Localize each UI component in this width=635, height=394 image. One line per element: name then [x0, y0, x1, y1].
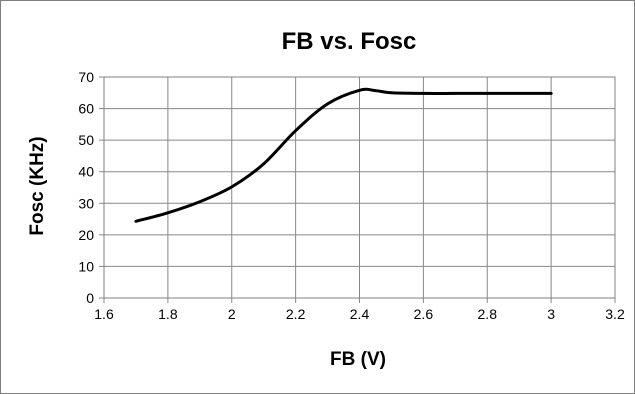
x-tick-label: 2.6 — [414, 306, 434, 322]
chart-title: FB vs. Fosc — [282, 28, 417, 55]
y-tick-label: 70 — [78, 69, 94, 85]
x-tick-label: 2.2 — [286, 306, 306, 322]
y-tick-label: 60 — [78, 101, 94, 117]
y-tick-label: 50 — [78, 132, 94, 148]
x-tick-label: 2.4 — [350, 306, 370, 322]
x-tick-labels: 1.6 1.8 2 2.2 2.4 2.6 2.8 3 3.2 — [94, 306, 625, 322]
x-axis-title: FB (V) — [330, 349, 386, 370]
y-tick-label: 10 — [78, 258, 94, 274]
series-line — [134, 87, 553, 223]
series-group — [134, 87, 553, 223]
y-tick-label: 0 — [86, 290, 94, 306]
x-tick-label: 3.2 — [605, 306, 625, 322]
y-tick-labels: 0 10 20 30 40 50 60 70 — [78, 69, 94, 306]
plot-area-border — [103, 76, 616, 299]
x-tick-label: 1.8 — [158, 306, 178, 322]
grid-lines — [99, 76, 616, 303]
x-tick-label: 3 — [547, 306, 555, 322]
y-tick-label: 30 — [78, 195, 94, 211]
x-tick-label: 1.6 — [94, 306, 114, 322]
y-axis-title: Fosc (KHz) — [27, 136, 48, 235]
y-tick-label: 40 — [78, 164, 94, 180]
x-tick-label: 2 — [228, 306, 236, 322]
y-tick-label: 20 — [78, 227, 94, 243]
x-tick-label: 2.8 — [478, 306, 498, 322]
